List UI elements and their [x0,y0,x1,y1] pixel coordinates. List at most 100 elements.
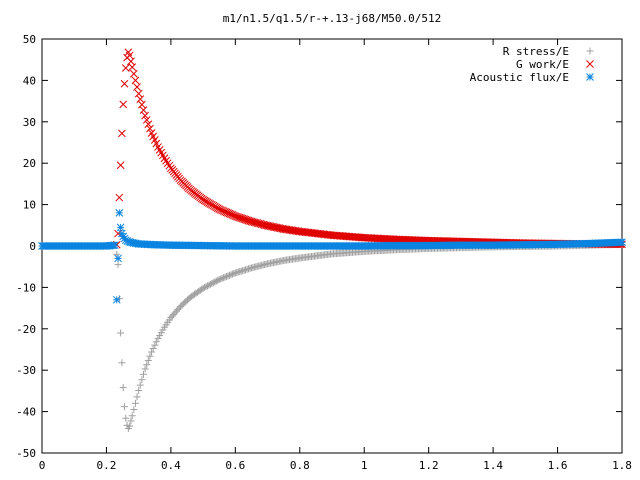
data-point [148,348,156,356]
data-point [247,217,256,226]
data-point [214,276,222,284]
y-tick-label: 10 [23,199,36,212]
data-point [116,223,125,232]
data-point [235,213,244,222]
data-point [114,261,122,269]
data-point [209,279,217,287]
data-point [217,275,225,283]
legend-label: Acoustic flux/E [470,71,569,84]
x-tick-label: 0.4 [161,459,181,472]
data-point [120,79,129,88]
series-2 [38,209,626,304]
data-point [127,57,135,66]
data-point [230,270,238,278]
chart-title: m1/n1.5/q1.5/r-+.13-j68/M50.0/512 [223,12,442,25]
data-point [112,295,121,304]
data-point [250,218,259,227]
data-point [228,270,236,278]
data-point [204,282,212,290]
y-tick-label: 30 [23,116,36,129]
data-point [237,214,246,223]
data-point [138,100,146,109]
data-point [115,193,124,202]
data-point [221,273,229,281]
data-point [128,412,136,420]
data-point [140,370,147,378]
data-point [244,216,253,225]
data-point [127,417,135,425]
y-tick-label: -10 [16,281,36,294]
data-point [152,338,160,346]
x-tick-label: 1.8 [612,459,632,472]
data-point [149,345,157,353]
data-point [136,381,144,389]
series-0 [113,240,626,433]
data-point [114,254,122,263]
data-point [211,278,219,286]
data-point [241,215,250,224]
data-point [114,229,122,238]
data-point [118,129,126,138]
data-point [146,124,154,133]
data-point [231,212,240,221]
data-point [259,220,268,229]
y-tick-label: -40 [16,406,36,419]
y-tick-label: 50 [23,33,36,46]
data-point [201,283,209,291]
data-point [618,238,626,247]
data-point [215,276,223,284]
data-point [223,273,231,281]
data-point [234,213,243,222]
y-tick-label: -50 [16,447,36,460]
x-tick-label: 1.2 [419,459,439,472]
data-point [117,329,125,337]
data-point [128,63,137,72]
data-point [138,376,146,384]
data-point [251,218,260,227]
data-point [249,218,257,226]
data-point [115,209,124,217]
data-point [139,106,148,114]
data-point [225,271,233,279]
data-point [253,219,262,227]
data-point [130,406,138,414]
data-point [133,83,141,91]
data-point [151,341,159,349]
x-tick-label: 0.8 [290,459,310,472]
data-point [131,76,140,85]
legend-marker [586,47,594,55]
x-tick-label: 1.4 [483,459,503,472]
y-tick-label: 20 [23,157,36,170]
data-point [218,274,226,282]
data-point [246,217,254,225]
data-point [205,281,213,289]
data-point [135,386,143,394]
data-point [202,283,210,291]
data-point [122,414,130,422]
data-point [118,359,126,367]
legend-label: R stress/E [503,45,569,58]
data-point [260,221,269,229]
data-point [224,272,232,280]
x-tick-label: 1.6 [548,459,568,472]
data-point [240,215,248,223]
y-tick-label: 40 [23,74,36,87]
data-point [136,95,145,103]
series-layer [38,48,626,433]
data-point [146,352,154,360]
data-point [220,274,228,282]
x-tick-label: 0.6 [225,459,245,472]
data-point [141,111,149,120]
data-point [116,161,125,170]
data-point [257,220,266,229]
data-point [243,216,251,224]
y-tick-label: -30 [16,364,36,377]
x-tick-label: 0 [39,459,46,472]
data-point [227,271,235,279]
y-tick-label: 0 [29,240,36,253]
data-point [126,422,134,430]
data-point [131,399,139,407]
y-tick-label: -20 [16,323,36,336]
